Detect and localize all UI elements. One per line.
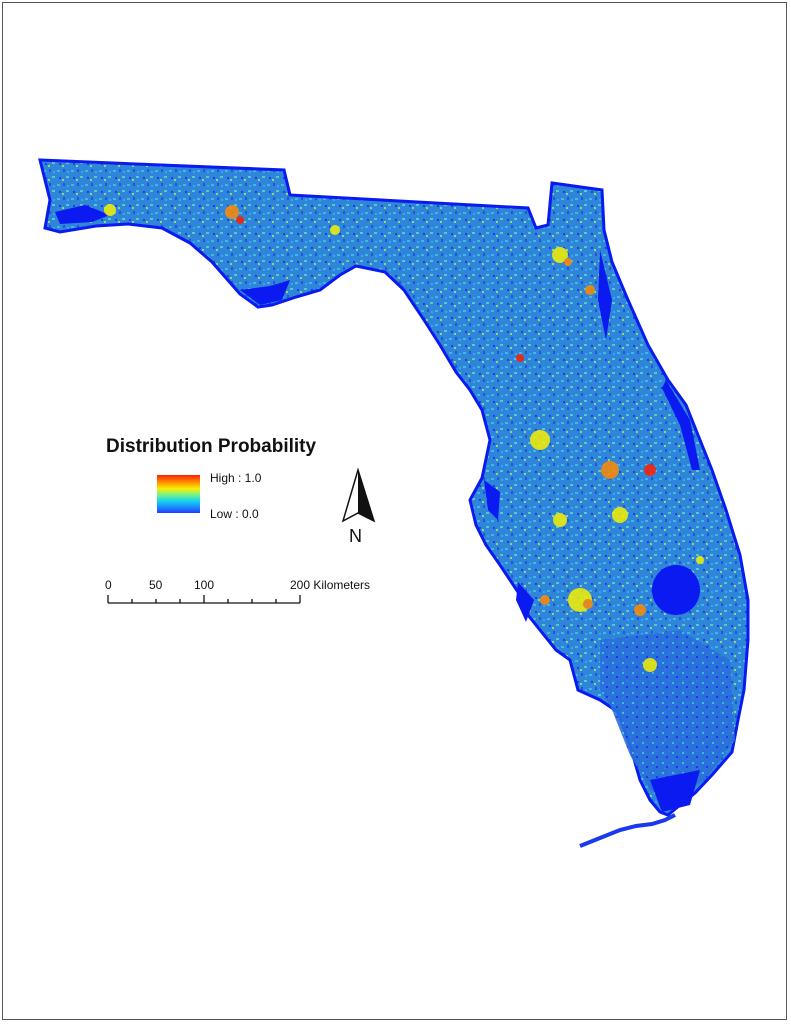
north-arrow [341, 467, 376, 523]
tampa-bay [484, 480, 500, 520]
legend-low-label: Low : 0.0 [210, 507, 259, 521]
florida-keys [579, 813, 676, 848]
scale-label-200: 200 Kilometers [290, 578, 371, 592]
legend-color-ramp [157, 475, 200, 513]
legend-title: Distribution Probability [106, 436, 317, 457]
north-label: N [349, 526, 362, 546]
southern-tip-water [650, 770, 700, 812]
pensacola-bay [55, 205, 110, 224]
everglades [600, 630, 735, 800]
legend-high-label: High : 1.0 [210, 471, 262, 485]
scale-label-0: 0 [105, 578, 112, 592]
scale-bar [107, 595, 301, 604]
apalachee-bay-coast [240, 280, 290, 305]
st-johns-river [598, 250, 612, 340]
florida-land [38, 158, 750, 817]
east-coast-lagoon [662, 380, 700, 470]
charlotte-harbor [516, 582, 534, 622]
high-probability-patches [104, 204, 704, 672]
lake-okeechobee [652, 565, 700, 615]
scale-label-100: 100 [194, 578, 215, 592]
scale-label-50: 50 [149, 578, 163, 592]
